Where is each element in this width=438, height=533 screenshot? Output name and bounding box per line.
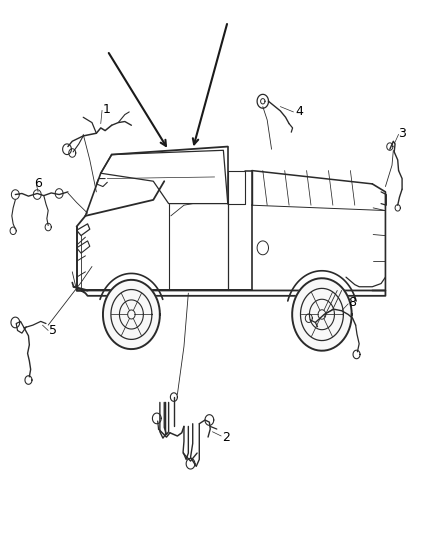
Text: 4: 4: [296, 106, 304, 118]
Polygon shape: [292, 278, 352, 351]
Text: 8: 8: [348, 296, 356, 309]
Text: 2: 2: [223, 431, 230, 443]
Text: 5: 5: [49, 324, 57, 337]
Polygon shape: [103, 280, 160, 349]
Text: 1: 1: [103, 103, 111, 116]
Text: 3: 3: [398, 127, 406, 140]
Text: 6: 6: [34, 177, 42, 190]
